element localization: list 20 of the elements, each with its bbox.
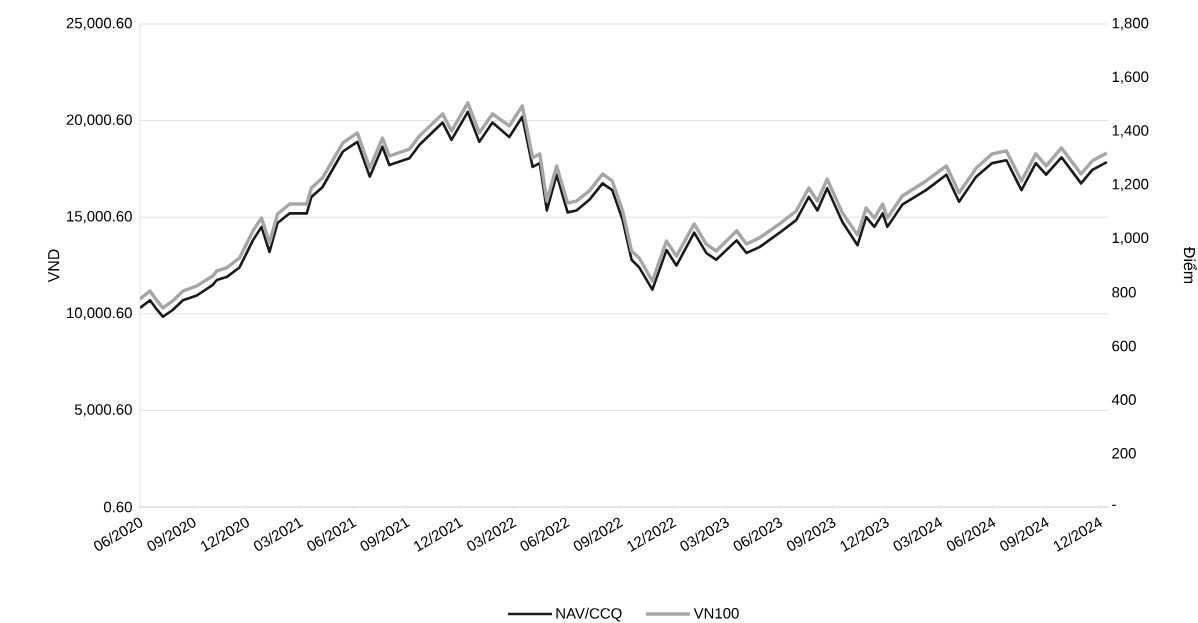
legend-label: VN100 bbox=[693, 607, 739, 619]
y2-tick-label: 800 bbox=[1112, 287, 1136, 298]
y2-tick-label: - bbox=[1112, 504, 1116, 506]
y-tick-label: 0.60 bbox=[103, 501, 132, 513]
y2-tick-label: 1,200 bbox=[1112, 178, 1149, 192]
y2-tick-label: 1,000 bbox=[1112, 232, 1149, 245]
y-tick-label: 20,000.60 bbox=[66, 114, 132, 127]
y-tick-label: 5,000.60 bbox=[74, 404, 132, 417]
y2-tick-label: 200 bbox=[1112, 448, 1136, 459]
y2-tick-label: 600 bbox=[1112, 340, 1136, 352]
legend-label: NAV/CCQ bbox=[556, 607, 622, 622]
y-axis-title: VND bbox=[48, 249, 60, 283]
y-tick-label: 25,000.60 bbox=[66, 17, 132, 31]
y-tick-label: 10,000.60 bbox=[67, 307, 132, 320]
y-tick-label: 15,000.60 bbox=[67, 211, 132, 224]
y2-tick-label: 1,800 bbox=[1112, 17, 1149, 31]
y2-tick-label: 1,400 bbox=[1112, 125, 1149, 138]
y2-tick-label: 1,600 bbox=[1112, 71, 1149, 84]
y2-tick-label: 400 bbox=[1111, 394, 1136, 405]
y2-axis-title: Điểm bbox=[1183, 247, 1197, 284]
